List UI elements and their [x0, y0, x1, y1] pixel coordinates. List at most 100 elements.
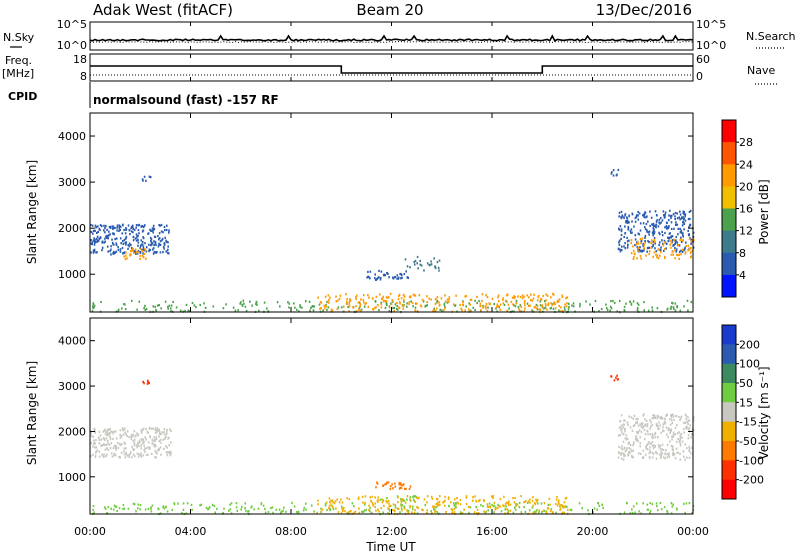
range-cell: [119, 436, 122, 439]
range-cell: [327, 306, 330, 309]
range-cell: [644, 226, 646, 229]
range-cell: [687, 249, 689, 252]
range-cell: [618, 243, 621, 246]
range-cell: [296, 308, 298, 311]
range-cell: [660, 415, 663, 419]
range-cell: [142, 440, 145, 443]
range-cell: [683, 248, 686, 251]
range-cell: [326, 308, 328, 312]
range-cell: [485, 305, 487, 308]
range-cell: [609, 309, 611, 312]
range-cell: [436, 301, 438, 304]
range-cell: [299, 304, 301, 307]
range-cell: [125, 241, 128, 244]
range-cell: [403, 505, 405, 508]
range-cell: [414, 259, 417, 262]
range-cell: [523, 304, 526, 307]
range-cell: [106, 431, 109, 434]
range-cell: [530, 293, 532, 296]
range-cell: [140, 452, 142, 455]
range-cell: [278, 508, 281, 511]
range-cell: [108, 230, 110, 233]
range-cell: [128, 245, 131, 248]
range-cell: [439, 308, 441, 311]
range-cell: [398, 481, 401, 485]
range-cell: [673, 227, 675, 230]
range-cell: [648, 241, 650, 244]
range-cell: [124, 456, 127, 459]
range-cell: [142, 428, 144, 431]
range-cell: [552, 307, 555, 310]
range-cell: [119, 237, 122, 240]
range-cell: [515, 302, 517, 305]
range-cell: [622, 426, 625, 429]
range-cell: [348, 301, 351, 304]
range-cell: [151, 248, 154, 251]
range-cell: [487, 509, 489, 512]
range-cell: [152, 231, 154, 234]
range-cell: [103, 506, 106, 509]
range-cell: [482, 306, 484, 309]
range-cell: [234, 309, 237, 312]
range-cell: [610, 172, 613, 175]
range-cell: [341, 507, 343, 510]
range-cell: [163, 431, 165, 434]
range-cell: [256, 303, 258, 306]
range-cell: [369, 510, 371, 513]
range-cell: [235, 506, 238, 509]
range-cell: [676, 253, 678, 257]
range-cell: [684, 250, 687, 254]
range-cell: [648, 253, 650, 256]
range-cell: [641, 237, 644, 240]
range-cell: [408, 295, 411, 298]
range-cell: [566, 505, 568, 508]
range-cell: [664, 248, 666, 251]
range-cell: [450, 501, 452, 504]
range-cell: [125, 452, 127, 456]
range-cell: [117, 442, 119, 445]
range-cell: [144, 304, 146, 307]
range-cell: [348, 310, 350, 313]
range-cell: [645, 419, 648, 422]
range-cell: [166, 446, 168, 449]
range-cell: [536, 304, 539, 307]
range-cell: [95, 226, 97, 229]
range-cell: [425, 511, 428, 515]
range-cell: [611, 171, 613, 174]
range-cell: [672, 306, 675, 309]
range-cell: [543, 509, 546, 512]
range-cell: [637, 210, 639, 214]
range-cell: [666, 413, 669, 416]
range-cell: [400, 501, 403, 504]
range-cell: [667, 236, 669, 239]
range-cell: [438, 503, 440, 506]
range-cell: [122, 503, 125, 507]
range-cell: [478, 500, 480, 503]
range-cell: [508, 500, 510, 503]
range-cell: [150, 244, 152, 247]
range-cell: [691, 511, 693, 514]
range-cell: [647, 433, 649, 436]
range-cell: [391, 299, 393, 302]
range-cell: [162, 506, 164, 509]
colorbar-tick-label: 12: [739, 225, 753, 238]
range-cell: [627, 227, 630, 230]
range-cell: [683, 455, 685, 458]
range-cell: [126, 454, 128, 457]
range-cell: [105, 437, 108, 440]
range-cell: [682, 216, 684, 219]
range-cell: [691, 446, 693, 449]
range-cell: [328, 298, 330, 301]
beam-title: Beam 20: [356, 1, 423, 19]
range-cell: [632, 444, 634, 447]
range-cell: [504, 502, 507, 505]
velocity-ylabel: Slant Range [km]: [25, 361, 39, 465]
range-cell: [143, 307, 145, 310]
range-cell: [620, 429, 622, 432]
range-cell: [624, 214, 626, 217]
range-cell: [320, 301, 323, 304]
range-cell: [479, 302, 482, 305]
range-cell: [648, 441, 650, 444]
range-cell: [635, 214, 638, 217]
